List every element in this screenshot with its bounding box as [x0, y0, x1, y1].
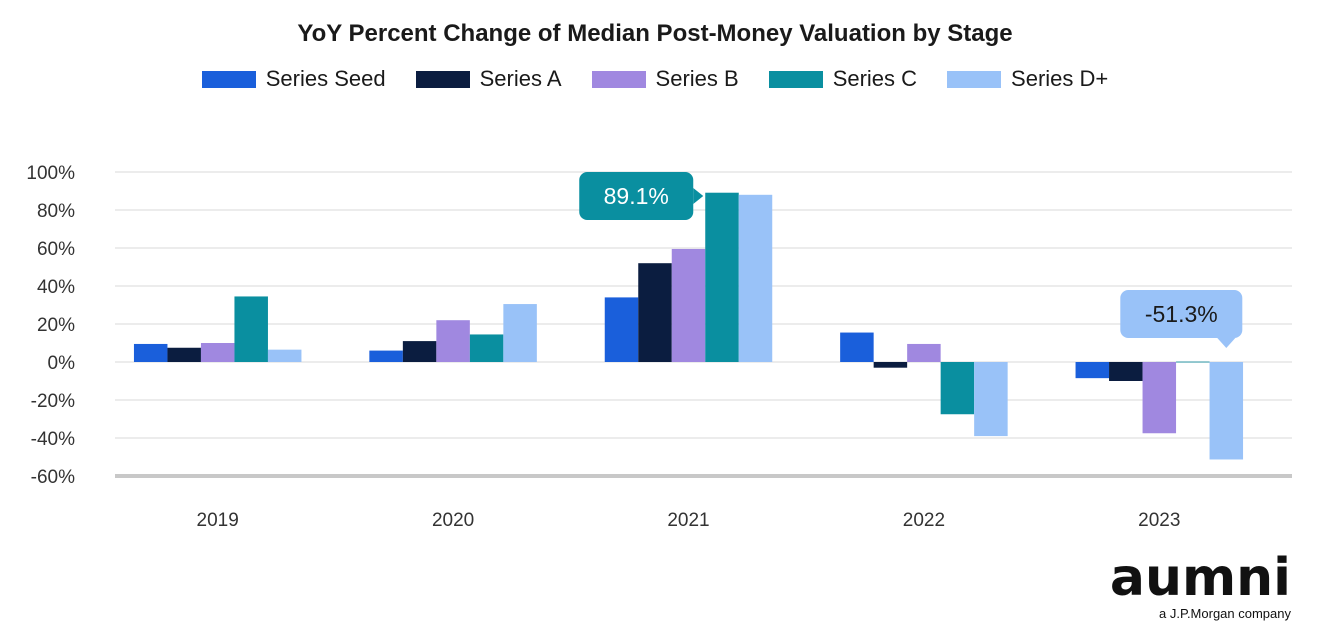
legend-label: Series C: [832, 66, 918, 91]
y-tick-label: -20%: [31, 391, 75, 412]
bar: [503, 304, 537, 362]
bar: [873, 362, 908, 368]
bar: [1176, 361, 1210, 363]
x-tick-label: 2022: [903, 510, 945, 531]
bar: [940, 362, 975, 415]
legend-item-series-d-plus: Series D+: [947, 66, 1108, 92]
legend-item-series-seed: Series Seed: [201, 66, 386, 92]
x-tick-label: 2023: [1138, 510, 1180, 531]
callout-bubble: [1120, 290, 1243, 338]
aumni-logo: aumni a J.P.Morgan company: [1110, 552, 1291, 621]
logo-wordmark: aumni: [1109, 548, 1291, 608]
bar: [436, 320, 470, 362]
y-tick-label: -40%: [31, 429, 75, 450]
legend-swatch: [947, 70, 1002, 88]
y-tick-label: 20%: [37, 315, 75, 336]
bar: [1142, 362, 1177, 434]
legend-swatch: [591, 70, 646, 88]
bar: [738, 194, 773, 362]
y-tick-label: 80%: [37, 201, 75, 222]
callout-label: 89.1%: [604, 183, 669, 209]
legend-swatch: [415, 70, 470, 88]
legend-swatch: [768, 70, 823, 88]
bar: [200, 343, 235, 362]
callout-pointer: [693, 188, 704, 204]
bar: [907, 343, 941, 362]
bar: [234, 296, 268, 362]
legend-label: Series D+: [1011, 66, 1109, 91]
legend-label: Series Seed: [265, 66, 386, 91]
x-tick-label: 2021: [667, 510, 709, 531]
bar: [974, 362, 1008, 437]
x-tick-label: 2019: [197, 510, 239, 531]
callout-label: -51.3%: [1145, 301, 1218, 327]
callout-bubble: [579, 172, 694, 220]
bar: [840, 332, 874, 362]
legend-item-series-c: Series C: [768, 66, 918, 92]
legend-item-series-a: Series A: [415, 66, 562, 92]
bar: [133, 343, 168, 362]
bar: [167, 347, 201, 362]
chart-legend: Series Seed Series A Series B Series C S…: [0, 66, 1310, 92]
logo-tagline: a J.P.Morgan company: [1159, 606, 1291, 621]
y-tick-label: 0%: [48, 353, 76, 374]
bar: [671, 248, 706, 362]
bar: [267, 349, 302, 362]
bar: [1075, 362, 1110, 379]
legend-label: Series A: [479, 66, 562, 91]
y-tick-label: 40%: [37, 277, 75, 298]
bar: [1109, 362, 1143, 381]
y-tick-label: 100%: [26, 163, 75, 184]
y-tick-label: 60%: [37, 239, 75, 260]
bar: [604, 297, 639, 362]
bar: [369, 350, 403, 362]
x-tick-label: 2020: [432, 510, 474, 531]
legend-item-series-b: Series B: [591, 66, 739, 92]
bar: [705, 192, 739, 362]
bar: [469, 334, 504, 362]
legend-label: Series B: [655, 66, 739, 91]
bar: [638, 263, 672, 362]
y-tick-label: -60%: [31, 467, 75, 488]
chart-title: YoY Percent Change of Median Post-Money …: [297, 20, 1013, 47]
bar: [1209, 362, 1244, 460]
bar: [402, 341, 437, 362]
callout-pointer: [1217, 338, 1236, 348]
legend-swatch: [201, 70, 256, 88]
